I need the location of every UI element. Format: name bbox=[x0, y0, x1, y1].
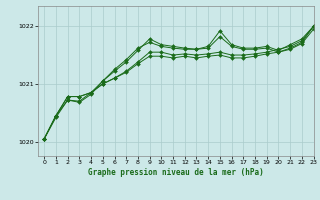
X-axis label: Graphe pression niveau de la mer (hPa): Graphe pression niveau de la mer (hPa) bbox=[88, 168, 264, 177]
